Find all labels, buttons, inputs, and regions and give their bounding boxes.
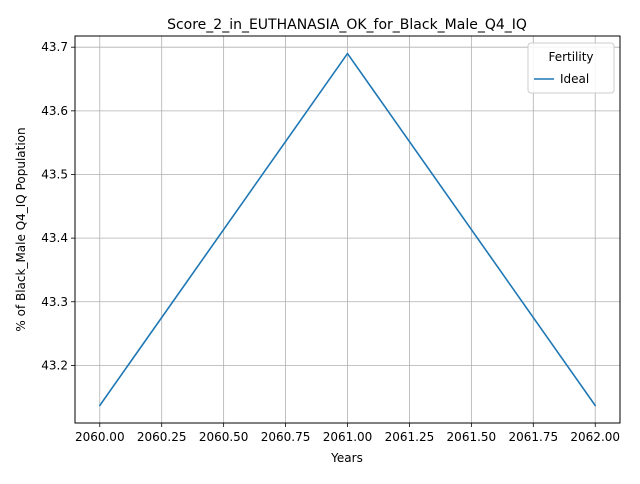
- x-tick-label: 2060.75: [261, 430, 311, 444]
- x-tick-label: 2061.25: [385, 430, 435, 444]
- legend: Fertility Ideal: [527, 42, 615, 94]
- chart-title: Score_2_in_EUTHANASIA_OK_for_Black_Male_…: [167, 17, 527, 33]
- legend-box: [527, 42, 615, 94]
- y-tick-label: 43.3: [41, 295, 68, 309]
- x-tick-label: 2060.00: [75, 430, 125, 444]
- y-tick-label: 43.5: [41, 167, 68, 181]
- legend-label-ideal: Ideal: [560, 72, 589, 86]
- y-axis-label: % of Black_Male Q4_IQ Population: [14, 127, 28, 331]
- y-tick-label: 43.4: [41, 231, 68, 245]
- y-tick-label: 43.6: [41, 104, 68, 118]
- x-tick-label: 2062.00: [570, 430, 620, 444]
- x-tick-label: 2060.25: [137, 430, 187, 444]
- x-axis-ticks: 2060.00 2060.25 2060.50 2060.75 2061.00 2061.…: [75, 423, 620, 444]
- y-tick-label: 43.2: [41, 358, 68, 372]
- series-layer: [98, 52, 597, 407]
- x-axis-label: Years: [330, 451, 363, 465]
- y-tick-label: 43.7: [41, 40, 68, 54]
- x-tick-label: 2061.75: [508, 430, 558, 444]
- grid: [75, 36, 620, 423]
- x-tick-label: 2060.50: [199, 430, 249, 444]
- y-axis-ticks: 43.2 43.3 43.4 43.5 43.6 43.7: [41, 40, 75, 372]
- x-tick-label: 2061.00: [323, 430, 373, 444]
- legend-title: Fertility: [548, 50, 593, 64]
- x-tick-label: 2061.50: [447, 430, 497, 444]
- series-line-ideal: [98, 52, 597, 407]
